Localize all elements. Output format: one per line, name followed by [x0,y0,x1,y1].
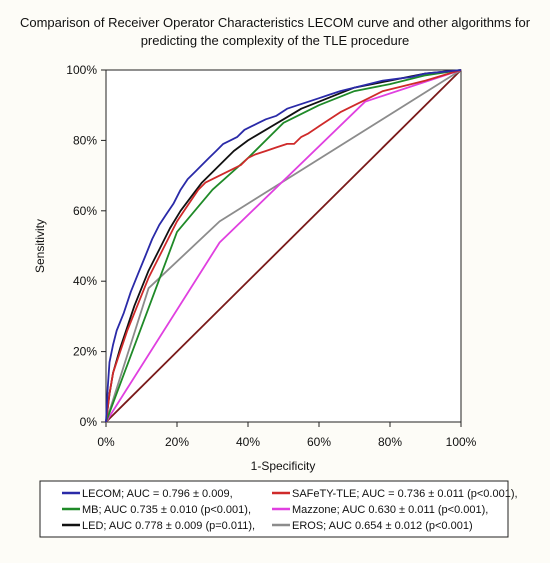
series-line-1 [105,69,462,423]
series-lines [105,69,462,423]
y-tick-label: 100% [66,63,97,77]
series-line-3 [105,69,462,423]
y-tick-label: 60% [73,204,97,218]
series-line-2 [105,69,462,423]
series-line-4 [105,69,462,423]
chart-title-line-1: Comparison of Receiver Operator Characte… [19,15,531,30]
x-axis-label: 1-Specificity [251,459,316,473]
series-line-5 [105,69,462,423]
y-tick-label: 0% [80,415,98,429]
chart-title-line-2: predicting the complexity of the TLE pro… [140,33,410,48]
legend-entry: LED; AUC 0.778 ± 0.009 (p=0.011), [82,520,255,532]
legend-entry: SAFeTY-TLE; AUC = 0.736 ± 0.011 (p<0.001… [292,488,518,500]
x-tick-label: 80% [378,435,402,449]
legend: LECOM; AUC = 0.796 ± 0.009, SAFeTY-TLE; A… [62,488,518,532]
y-tick-label: 40% [73,274,97,288]
x-tick-label: 60% [307,435,331,449]
y-tick-label: 20% [73,345,97,359]
x-tick-label: 20% [165,435,189,449]
reference-diagonal-line [105,69,462,423]
legend-entry: LECOM; AUC = 0.796 ± 0.009, [82,488,233,500]
legend-entry: Mazzone; AUC 0.630 ± 0.011 (p<0.001), [292,504,488,516]
y-tick-label: 80% [73,133,97,147]
legend-entry: EROS; AUC 0.654 ± 0.012 (p<0.001) [292,520,473,532]
axis-ticks: 0% 20% 40% 60% 80% 100% 0% 20% 40% 60% 80% 100% [66,63,476,449]
x-tick-label: 0% [97,435,115,449]
y-axis-label: Sensitivity [33,219,47,273]
x-tick-label: 100% [446,435,477,449]
x-tick-label: 40% [236,435,260,449]
legend-entry: MB; AUC 0.735 ± 0.010 (p<0.001), [82,504,251,516]
series-line-0 [105,69,462,423]
